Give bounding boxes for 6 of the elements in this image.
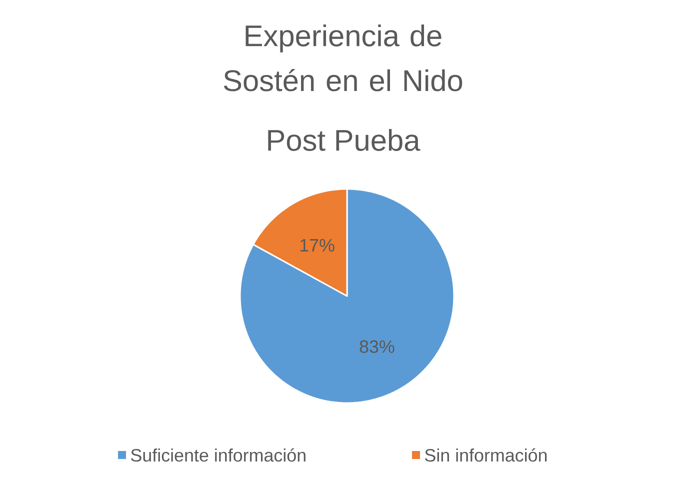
legend-label: Sin información bbox=[425, 448, 547, 462]
data-label: 83% bbox=[360, 340, 394, 353]
legend-label: Suficiente información bbox=[131, 448, 306, 462]
chart-subtitle: Post Pueba bbox=[268, 129, 420, 151]
data-label: 17% bbox=[300, 239, 334, 252]
chart-title: Experiencia de Sostén en el Nido bbox=[224, 24, 462, 92]
